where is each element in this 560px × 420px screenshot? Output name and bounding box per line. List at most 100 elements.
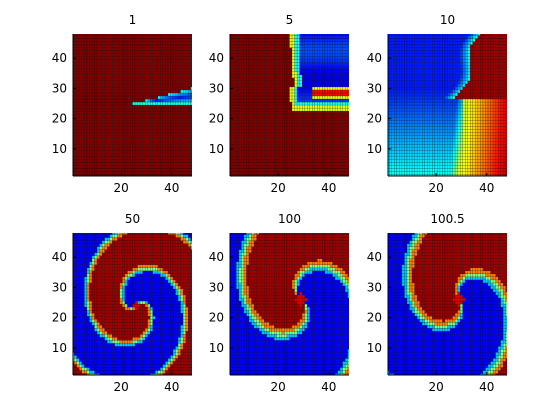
heatmap-cell bbox=[129, 104, 133, 109]
heatmap-cell bbox=[96, 98, 100, 103]
heatmap-cell bbox=[276, 122, 280, 127]
heatmap-cell bbox=[342, 171, 346, 175]
heatmap-cell bbox=[274, 110, 278, 115]
heatmap-cell bbox=[139, 128, 143, 133]
heatmap-cell bbox=[319, 162, 323, 166]
heatmap-cell bbox=[291, 113, 295, 118]
heatmap-cell bbox=[129, 65, 133, 69]
heatmap-cell bbox=[157, 122, 161, 127]
heatmap-cell bbox=[101, 47, 105, 51]
heatmap-cell bbox=[309, 80, 313, 85]
heatmap-cell bbox=[339, 68, 343, 72]
heatmap-cell bbox=[416, 153, 420, 157]
heatmap-cell bbox=[188, 110, 191, 115]
heatmap-cell bbox=[91, 119, 95, 124]
heatmap-cell bbox=[281, 116, 285, 121]
heatmap-cell bbox=[329, 110, 333, 115]
heatmap-cell bbox=[266, 107, 270, 112]
heatmap-cell bbox=[256, 144, 260, 148]
heatmap-cell bbox=[150, 147, 153, 151]
heatmap-cell bbox=[86, 135, 90, 139]
heatmap-cell bbox=[274, 156, 278, 160]
heatmap-cell bbox=[342, 116, 346, 121]
heatmap-cell bbox=[432, 171, 436, 175]
heatmap-cell bbox=[132, 113, 136, 118]
heatmap-cell bbox=[322, 125, 326, 130]
heatmap-cell bbox=[449, 168, 453, 172]
heatmap-cell bbox=[258, 138, 262, 142]
heatmap-cell bbox=[101, 159, 105, 163]
heatmap-cell bbox=[139, 53, 143, 57]
heatmap-cell bbox=[261, 162, 265, 166]
heatmap-cell bbox=[327, 122, 331, 127]
heatmap-cell bbox=[175, 132, 179, 136]
heatmap-cell bbox=[175, 104, 179, 109]
heatmap-cell bbox=[394, 168, 398, 172]
heatmap-cell bbox=[299, 141, 303, 145]
heatmap-cell bbox=[269, 153, 272, 157]
heatmap-cell bbox=[89, 135, 93, 139]
heatmap-cell bbox=[266, 125, 270, 130]
heatmap-cell bbox=[345, 150, 348, 154]
heatmap-cell bbox=[309, 150, 313, 154]
heatmap-cell bbox=[79, 86, 83, 91]
heatmap-cell bbox=[152, 44, 156, 48]
heatmap-cell bbox=[188, 38, 191, 42]
heatmap-cell bbox=[117, 38, 121, 42]
heatmap-cell bbox=[76, 171, 80, 175]
heatmap-cell bbox=[301, 156, 305, 160]
heatmap-cell bbox=[434, 162, 438, 166]
heatmap-cell bbox=[505, 165, 507, 169]
heatmap-cell bbox=[251, 135, 255, 139]
heatmap-cell bbox=[182, 153, 186, 157]
heatmap-cell bbox=[104, 77, 108, 82]
heatmap-cell bbox=[157, 171, 161, 175]
heatmap-cell bbox=[170, 159, 174, 163]
heatmap-cell bbox=[434, 159, 438, 163]
heatmap-cell bbox=[165, 62, 169, 66]
heatmap-cell bbox=[162, 128, 166, 133]
heatmap-cell bbox=[286, 80, 290, 85]
heatmap-cell bbox=[185, 125, 189, 130]
heatmap-cell bbox=[241, 83, 245, 88]
heatmap-cell bbox=[251, 113, 255, 118]
heatmap-cell bbox=[177, 80, 181, 85]
heatmap-cell bbox=[319, 107, 323, 112]
heatmap-cell bbox=[89, 44, 93, 48]
heatmap-cell bbox=[312, 35, 316, 39]
heatmap-cell bbox=[165, 35, 169, 39]
heatmap-cell bbox=[104, 56, 108, 60]
heatmap-cell bbox=[144, 119, 148, 124]
heatmap-cell bbox=[334, 153, 338, 157]
heatmap-cell bbox=[233, 168, 237, 172]
heatmap-cell bbox=[137, 59, 141, 63]
heatmap-cell bbox=[155, 135, 159, 139]
heatmap-cell bbox=[139, 119, 143, 124]
heatmap-cell bbox=[309, 101, 313, 106]
heatmap-cell bbox=[248, 132, 252, 136]
heatmap-cell bbox=[84, 89, 88, 94]
heatmap-cell bbox=[114, 165, 118, 169]
heatmap-cell bbox=[122, 95, 126, 100]
heatmap-cell bbox=[345, 141, 348, 145]
heatmap-cell bbox=[132, 159, 136, 163]
heatmap-cell bbox=[238, 74, 242, 79]
heatmap-cell bbox=[253, 47, 257, 51]
heatmap-cell bbox=[114, 147, 118, 151]
heatmap-cell bbox=[139, 125, 143, 130]
heatmap-cell bbox=[307, 171, 310, 175]
heatmap-cell bbox=[319, 92, 323, 97]
heatmap-cell bbox=[162, 144, 166, 148]
heatmap-cell bbox=[258, 150, 262, 154]
heatmap-cell bbox=[301, 35, 305, 39]
heatmap-cell bbox=[101, 89, 105, 94]
heatmap-cell bbox=[144, 128, 148, 133]
heatmap-cell bbox=[74, 59, 78, 63]
heatmap-cell bbox=[182, 92, 186, 97]
heatmap-cell bbox=[114, 59, 118, 63]
heatmap-cell bbox=[81, 65, 85, 69]
heatmap-cell bbox=[190, 138, 192, 142]
heatmap-cell bbox=[107, 132, 110, 136]
heatmap-cell bbox=[124, 41, 128, 45]
